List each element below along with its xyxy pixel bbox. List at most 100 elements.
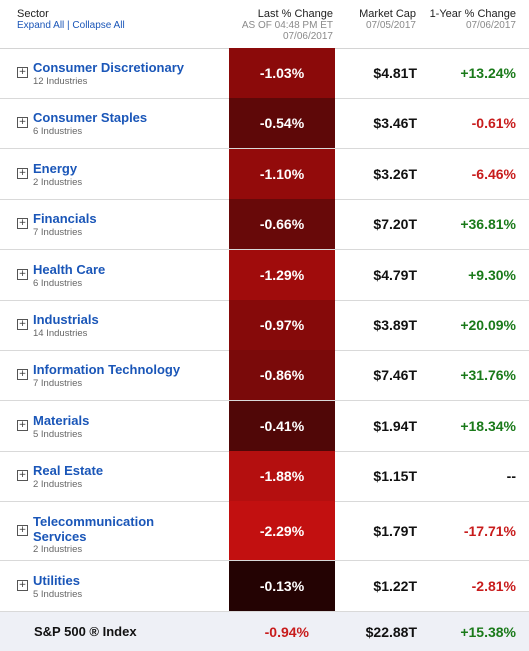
index-summary-row: S&P 500 ® Index -0.94% $22.88T +15.38% (0, 612, 529, 651)
table-row: + Materials 5 Industries -0.41% $1.94T +18.34… (0, 401, 529, 452)
last-change-cell: -0.66% (229, 199, 335, 249)
one-year-change-cell: -6.46% (471, 166, 516, 182)
expand-all-link[interactable]: Expand All (17, 20, 65, 31)
market-cap-date: 07/05/2017 (365, 20, 416, 31)
sector-name-link[interactable]: Industrials (33, 312, 99, 327)
expand-toggle-icon[interactable]: + (17, 117, 28, 128)
industry-count: 2 Industries (33, 177, 83, 188)
one-year-change-cell: +18.34% (460, 418, 516, 434)
link-separator: | (64, 20, 73, 31)
expand-toggle-icon[interactable]: + (17, 420, 28, 431)
table-row: + Health Care 6 Industries -1.29% $4.79T +9.3… (0, 250, 529, 301)
industry-count: 6 Industries (33, 278, 83, 289)
table-row: + Information Technology 7 Industries -0.86… (0, 350, 529, 401)
last-change-cell: -1.03% (229, 48, 335, 98)
sector-name-link[interactable]: Utilities (33, 573, 80, 588)
industry-count: 14 Industries (33, 328, 88, 339)
sector-name-link[interactable]: Consumer Discretionary (33, 60, 184, 75)
one-year-date: 07/06/2017 (465, 20, 516, 31)
last-change-cell: -1.10% (229, 149, 335, 199)
industry-count: 2 Industries (33, 544, 83, 555)
sector-label: Sector (17, 8, 49, 20)
one-year-change-cell: +31.76% (460, 367, 516, 383)
table-row: + Financials 7 Industries -0.66% $7.20T +36.8… (0, 199, 529, 250)
market-cap-column-header[interactable]: Market Cap 07/05/2017 (359, 8, 416, 31)
expand-toggle-icon[interactable]: + (17, 580, 28, 591)
last-change-asof: AS OF 04:48 PM ET (241, 20, 333, 31)
last-change-cell: -0.86% (229, 350, 335, 400)
market-cap-cell: $3.26T (373, 166, 417, 182)
one-year-column-header[interactable]: 1-Year % Change 07/06/2017 (430, 8, 516, 31)
last-change-date: 07/06/2017 (282, 31, 333, 42)
sector-name-link[interactable]: Real Estate (33, 463, 104, 478)
sector-name-link[interactable]: Telecommunication Services (33, 514, 155, 544)
market-cap-cell: $3.46T (373, 115, 417, 131)
industry-count: 12 Industries (33, 76, 88, 87)
last-change-label: Last % Change (257, 8, 333, 20)
one-year-change-cell: -- (506, 468, 516, 484)
index-market-cap: $22.88T (365, 623, 417, 640)
expand-toggle-icon[interactable]: + (17, 218, 28, 229)
industry-count: 7 Industries (33, 378, 83, 389)
sector-column-header: Sector Expand All | Collapse All (17, 8, 125, 32)
industry-count: 6 Industries (33, 126, 83, 137)
last-change-cell: -1.88% (229, 451, 335, 501)
last-change-cell: -2.29% (229, 501, 335, 560)
last-change-cell: -0.54% (229, 98, 335, 148)
last-change-cell: -0.13% (229, 561, 335, 611)
one-year-change-cell: -0.61% (471, 115, 516, 131)
industry-count: 5 Industries (33, 429, 83, 440)
table-row: + Utilities 5 Industries -0.13% $1.22T -2.81% (0, 561, 529, 612)
last-change-cell: -1.29% (229, 250, 335, 300)
one-year-change-cell: -17.71% (463, 522, 516, 539)
collapse-all-link[interactable]: Collapse All (72, 20, 125, 31)
table-row: + Consumer Staples 6 Industries -0.54% $3.46… (0, 98, 529, 149)
table-row: + Energy 2 Industries -1.10% $3.26T -6.46% (0, 149, 529, 200)
expand-toggle-icon[interactable]: + (17, 168, 28, 179)
table-row: + Consumer Discretionary 12 Industries -1.0… (0, 48, 529, 99)
expand-toggle-icon[interactable]: + (17, 319, 28, 330)
index-last-change: -0.94% (264, 623, 309, 640)
market-cap-cell: $4.81T (373, 65, 417, 81)
last-change-column-header[interactable]: Last % Change AS OF 04:48 PM ET 07/06/20… (242, 8, 333, 42)
industry-count: 5 Industries (33, 589, 83, 600)
index-label: S&P 500 ® Index (34, 624, 137, 639)
market-cap-cell: $4.79T (373, 267, 417, 283)
table-row: + Industrials 14 Industries -0.97% $3.89T +20… (0, 300, 529, 351)
market-cap-cell: $3.89T (373, 317, 417, 333)
market-cap-cell: $1.79T (373, 522, 417, 539)
expand-toggle-icon[interactable]: + (17, 525, 28, 536)
market-cap-cell: $7.20T (373, 216, 417, 232)
sector-name-link[interactable]: Financials (33, 211, 97, 226)
one-year-change-cell: -2.81% (471, 578, 516, 594)
sector-name-link[interactable]: Consumer Staples (33, 110, 148, 125)
expand-collapse-links: Expand All | Collapse All (17, 20, 125, 32)
market-cap-cell: $1.22T (373, 578, 417, 594)
sector-name-link[interactable]: Materials (33, 413, 90, 428)
one-year-change-cell: +20.09% (460, 317, 516, 333)
expand-toggle-icon[interactable]: + (17, 67, 28, 78)
expand-toggle-icon[interactable]: + (17, 269, 28, 280)
market-cap-cell: $7.46T (373, 367, 417, 383)
table-row: + Telecommunication Services 2 Industries -… (0, 501, 529, 561)
industry-count: 7 Industries (33, 227, 83, 238)
index-one-year-change: +15.38% (460, 623, 516, 640)
one-year-change-cell: +13.24% (460, 65, 516, 81)
industry-count: 2 Industries (33, 479, 83, 490)
sector-name-link[interactable]: Energy (33, 161, 78, 176)
one-year-change-cell: +9.30% (468, 267, 516, 283)
one-year-label: 1-Year % Change (429, 8, 516, 20)
one-year-change-cell: +36.81% (460, 216, 516, 232)
expand-toggle-icon[interactable]: + (17, 369, 28, 380)
market-cap-cell: $1.15T (373, 468, 417, 484)
sector-name-link[interactable]: Health Care (33, 262, 106, 277)
last-change-cell: -0.97% (229, 300, 335, 350)
sector-name-link[interactable]: Information Technology (33, 362, 181, 377)
table-header: Sector Expand All | Collapse All Last % … (0, 0, 529, 49)
expand-toggle-icon[interactable]: + (17, 470, 28, 481)
last-change-cell: -0.41% (229, 401, 335, 451)
table-row: + Real Estate 2 Industries -1.88% $1.15T -- (0, 451, 529, 502)
market-cap-cell: $1.94T (373, 418, 417, 434)
market-cap-label: Market Cap (359, 8, 416, 20)
